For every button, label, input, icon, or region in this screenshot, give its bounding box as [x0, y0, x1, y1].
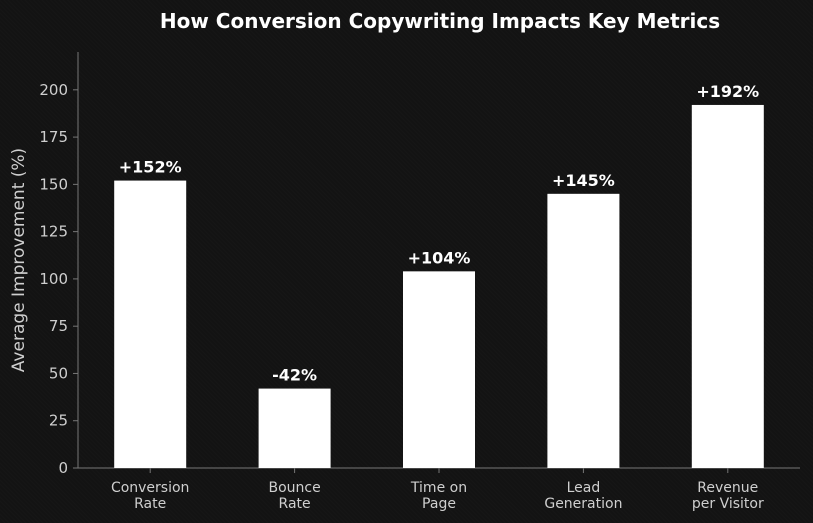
x-tick-label: Conversion Rate: [111, 480, 190, 512]
y-tick-label: 200: [39, 81, 68, 99]
y-tick-label: 150: [39, 175, 68, 193]
y-tick-label: 50: [49, 364, 68, 382]
bar: [258, 388, 331, 468]
bar: [403, 271, 475, 468]
y-tick-label: 0: [58, 459, 68, 477]
bar: [547, 193, 620, 468]
data-label: -42%: [272, 366, 317, 385]
chart-title: How Conversion Copywriting Impacts Key M…: [160, 9, 720, 33]
x-tick-label: Bounce Rate: [268, 480, 320, 512]
data-label: +104%: [408, 248, 471, 267]
y-tick-label: 175: [39, 128, 68, 146]
x-tick-label: Time on Page: [410, 480, 467, 512]
data-label: +145%: [552, 171, 615, 190]
data-label: +152%: [119, 158, 182, 177]
bar: [691, 104, 764, 468]
x-tick-label: Lead Generation: [544, 480, 622, 512]
y-tick-label: 25: [49, 412, 68, 430]
y-tick-label: 75: [49, 317, 68, 335]
data-label: +192%: [696, 82, 759, 101]
y-tick-label: 125: [39, 223, 68, 241]
plot-area: 0 25 50 75 100 125 150 175 200 +152% Conversion Rat…: [39, 52, 800, 512]
y-axis-label: Average Improvement (%): [9, 148, 29, 372]
y-tick-label: 100: [39, 270, 68, 288]
x-tick-label: Revenue per Visitor: [692, 480, 764, 512]
bar: [114, 180, 187, 468]
